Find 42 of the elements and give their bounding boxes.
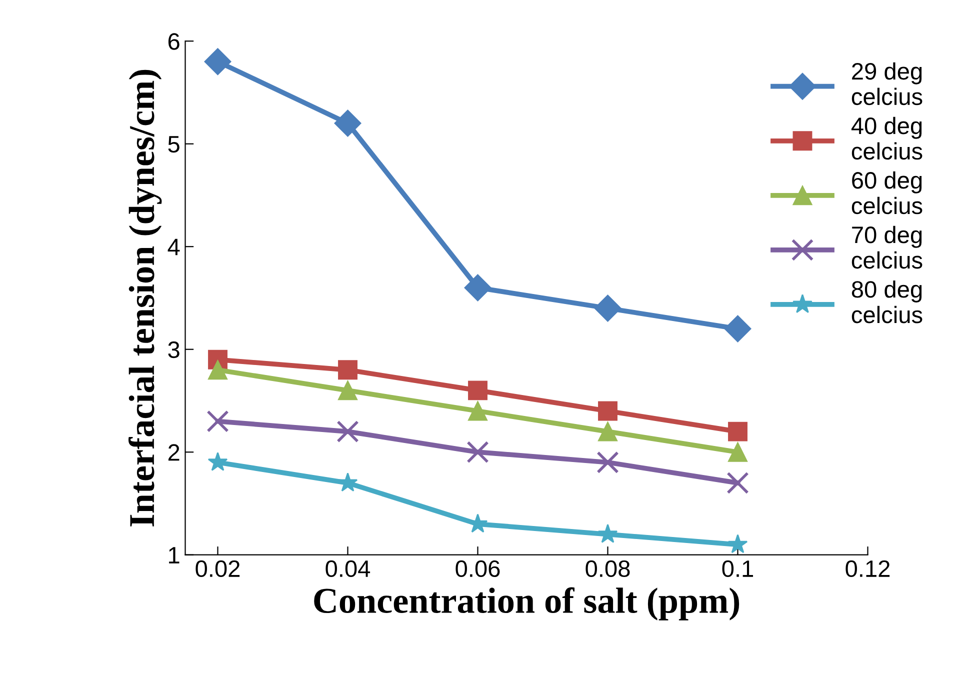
x-tick-label: 0.06	[456, 560, 500, 578]
point	[338, 472, 358, 492]
point	[338, 360, 358, 380]
legend-label: 80 deg celcius	[852, 280, 922, 324]
point	[598, 524, 618, 543]
y-axis-title: Interfacial tension (dynes/cm)	[128, 70, 162, 526]
legend-label: 29 deg celcius	[852, 62, 922, 106]
point	[464, 274, 492, 302]
y-tick-label: 3	[168, 341, 180, 358]
point	[208, 360, 228, 380]
point	[594, 294, 622, 322]
y-tick-label: 1	[169, 547, 180, 564]
x-tick-label: 0.04	[326, 560, 370, 578]
y-tick-label: 5	[168, 136, 180, 153]
point	[208, 452, 228, 471]
point	[468, 380, 488, 400]
x-tick-label: 0.1	[722, 560, 754, 578]
point	[468, 401, 488, 421]
point	[598, 422, 618, 442]
point	[336, 420, 359, 443]
x-tick-label: 0.02	[196, 560, 240, 578]
point	[598, 401, 618, 421]
point	[206, 410, 229, 432]
legend-label: 40 deg celcius	[851, 116, 922, 160]
y-tick-label: 6	[168, 33, 180, 50]
point	[204, 48, 232, 76]
y-tick-label: 2	[168, 444, 180, 461]
point	[338, 380, 358, 400]
point	[728, 422, 748, 442]
x-tick-label: 0.08	[586, 560, 630, 578]
point	[596, 451, 619, 474]
x-axis-title: Concentration of salt (ppm)	[314, 587, 740, 620]
legend-label: 70 deg celcius	[852, 226, 922, 269]
point	[466, 440, 489, 464]
point	[334, 110, 362, 137]
point	[724, 315, 752, 342]
point	[728, 442, 748, 462]
y-tick-label: 4	[168, 238, 180, 256]
point	[728, 534, 748, 554]
point	[726, 472, 749, 494]
x-tick-label: 0.12	[846, 560, 890, 578]
legend-label: 60 deg celcius	[852, 171, 922, 214]
